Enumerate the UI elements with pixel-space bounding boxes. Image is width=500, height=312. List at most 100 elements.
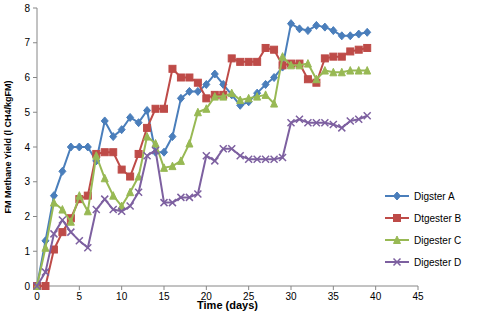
data-point [355, 30, 362, 38]
data-point [321, 55, 328, 62]
data-point [338, 68, 345, 76]
x-axis [37, 286, 418, 287]
data-point [304, 60, 311, 68]
y-tick-label: 4 [24, 142, 30, 153]
y-tick-label: 6 [24, 72, 30, 83]
data-point [211, 70, 218, 78]
data-point [169, 162, 176, 170]
data-point [364, 44, 371, 51]
data-point [161, 199, 168, 206]
data-point [144, 124, 151, 131]
chart: 012345678051015202530354045Time (days)FM… [0, 0, 500, 312]
data-point [161, 148, 168, 156]
data-point [169, 133, 176, 141]
data-point [330, 53, 337, 60]
plot-area [34, 20, 371, 290]
data-point [271, 74, 278, 82]
data-point [347, 32, 354, 40]
data-point [347, 117, 354, 124]
x-tick [291, 286, 292, 290]
data-point [59, 206, 66, 214]
y-tick [33, 216, 37, 217]
x-tick [375, 286, 376, 290]
data-point [203, 95, 210, 102]
x-tick-label: 5 [77, 291, 83, 302]
series-line [37, 24, 367, 286]
series-line [37, 57, 367, 286]
data-point [110, 192, 117, 200]
y-tick-label: 0 [24, 281, 30, 292]
data-point [84, 244, 91, 251]
data-point [321, 119, 328, 126]
data-point [42, 244, 49, 252]
y-tick [33, 181, 37, 182]
data-point [338, 32, 345, 40]
data-point [59, 216, 66, 223]
data-point [254, 156, 261, 163]
data-point [186, 74, 193, 81]
data-point [42, 269, 49, 276]
data-point [279, 154, 286, 161]
x-tick-label: 30 [285, 291, 297, 302]
data-point [144, 107, 151, 115]
data-point [347, 67, 354, 75]
data-point [50, 230, 57, 237]
data-point [271, 100, 278, 108]
data-point [186, 87, 193, 95]
data-point [304, 27, 311, 35]
data-point [262, 80, 269, 88]
data-point [321, 67, 328, 75]
data-point [364, 112, 371, 119]
data-point [304, 76, 311, 83]
y-tick-label: 5 [24, 107, 30, 118]
x-tick [418, 286, 419, 290]
data-point [296, 61, 303, 69]
data-point [271, 156, 278, 163]
data-point [101, 117, 108, 125]
x-tick [333, 286, 334, 290]
data-point [76, 143, 83, 151]
data-point [50, 199, 57, 207]
data-point [364, 28, 371, 36]
data-point [313, 75, 320, 83]
data-point [271, 46, 278, 53]
data-point [127, 203, 134, 210]
y-tick [33, 147, 37, 148]
series-line [37, 48, 367, 286]
y-tick-label: 7 [24, 37, 30, 48]
data-point [152, 140, 159, 148]
data-point [288, 61, 295, 69]
data-point [228, 89, 235, 97]
data-point [59, 229, 66, 236]
data-point [169, 199, 176, 206]
data-point [254, 93, 261, 101]
x-tick [121, 286, 122, 290]
x-tick-label: 40 [370, 291, 382, 302]
data-point [211, 93, 218, 101]
data-point [313, 119, 320, 126]
data-point [330, 121, 337, 128]
x-tick [79, 286, 80, 290]
data-point [245, 94, 252, 102]
data-point [34, 282, 41, 290]
data-point [330, 27, 337, 35]
data-point [211, 157, 218, 164]
data-point [254, 58, 261, 65]
legend-marker [394, 215, 401, 222]
data-point [220, 93, 227, 101]
data-point [313, 21, 320, 29]
x-tick [206, 286, 207, 290]
data-point [186, 140, 193, 148]
data-point [288, 119, 295, 126]
data-point [84, 143, 91, 151]
data-point [288, 20, 295, 28]
y-tick-label: 1 [24, 246, 30, 257]
data-point [355, 67, 362, 75]
legend-label: Digester C [414, 235, 461, 246]
data-point [237, 152, 244, 159]
data-point [194, 108, 201, 116]
data-point [194, 190, 201, 197]
x-tick-label: 10 [116, 291, 128, 302]
data-point [355, 46, 362, 53]
data-point [110, 133, 117, 141]
